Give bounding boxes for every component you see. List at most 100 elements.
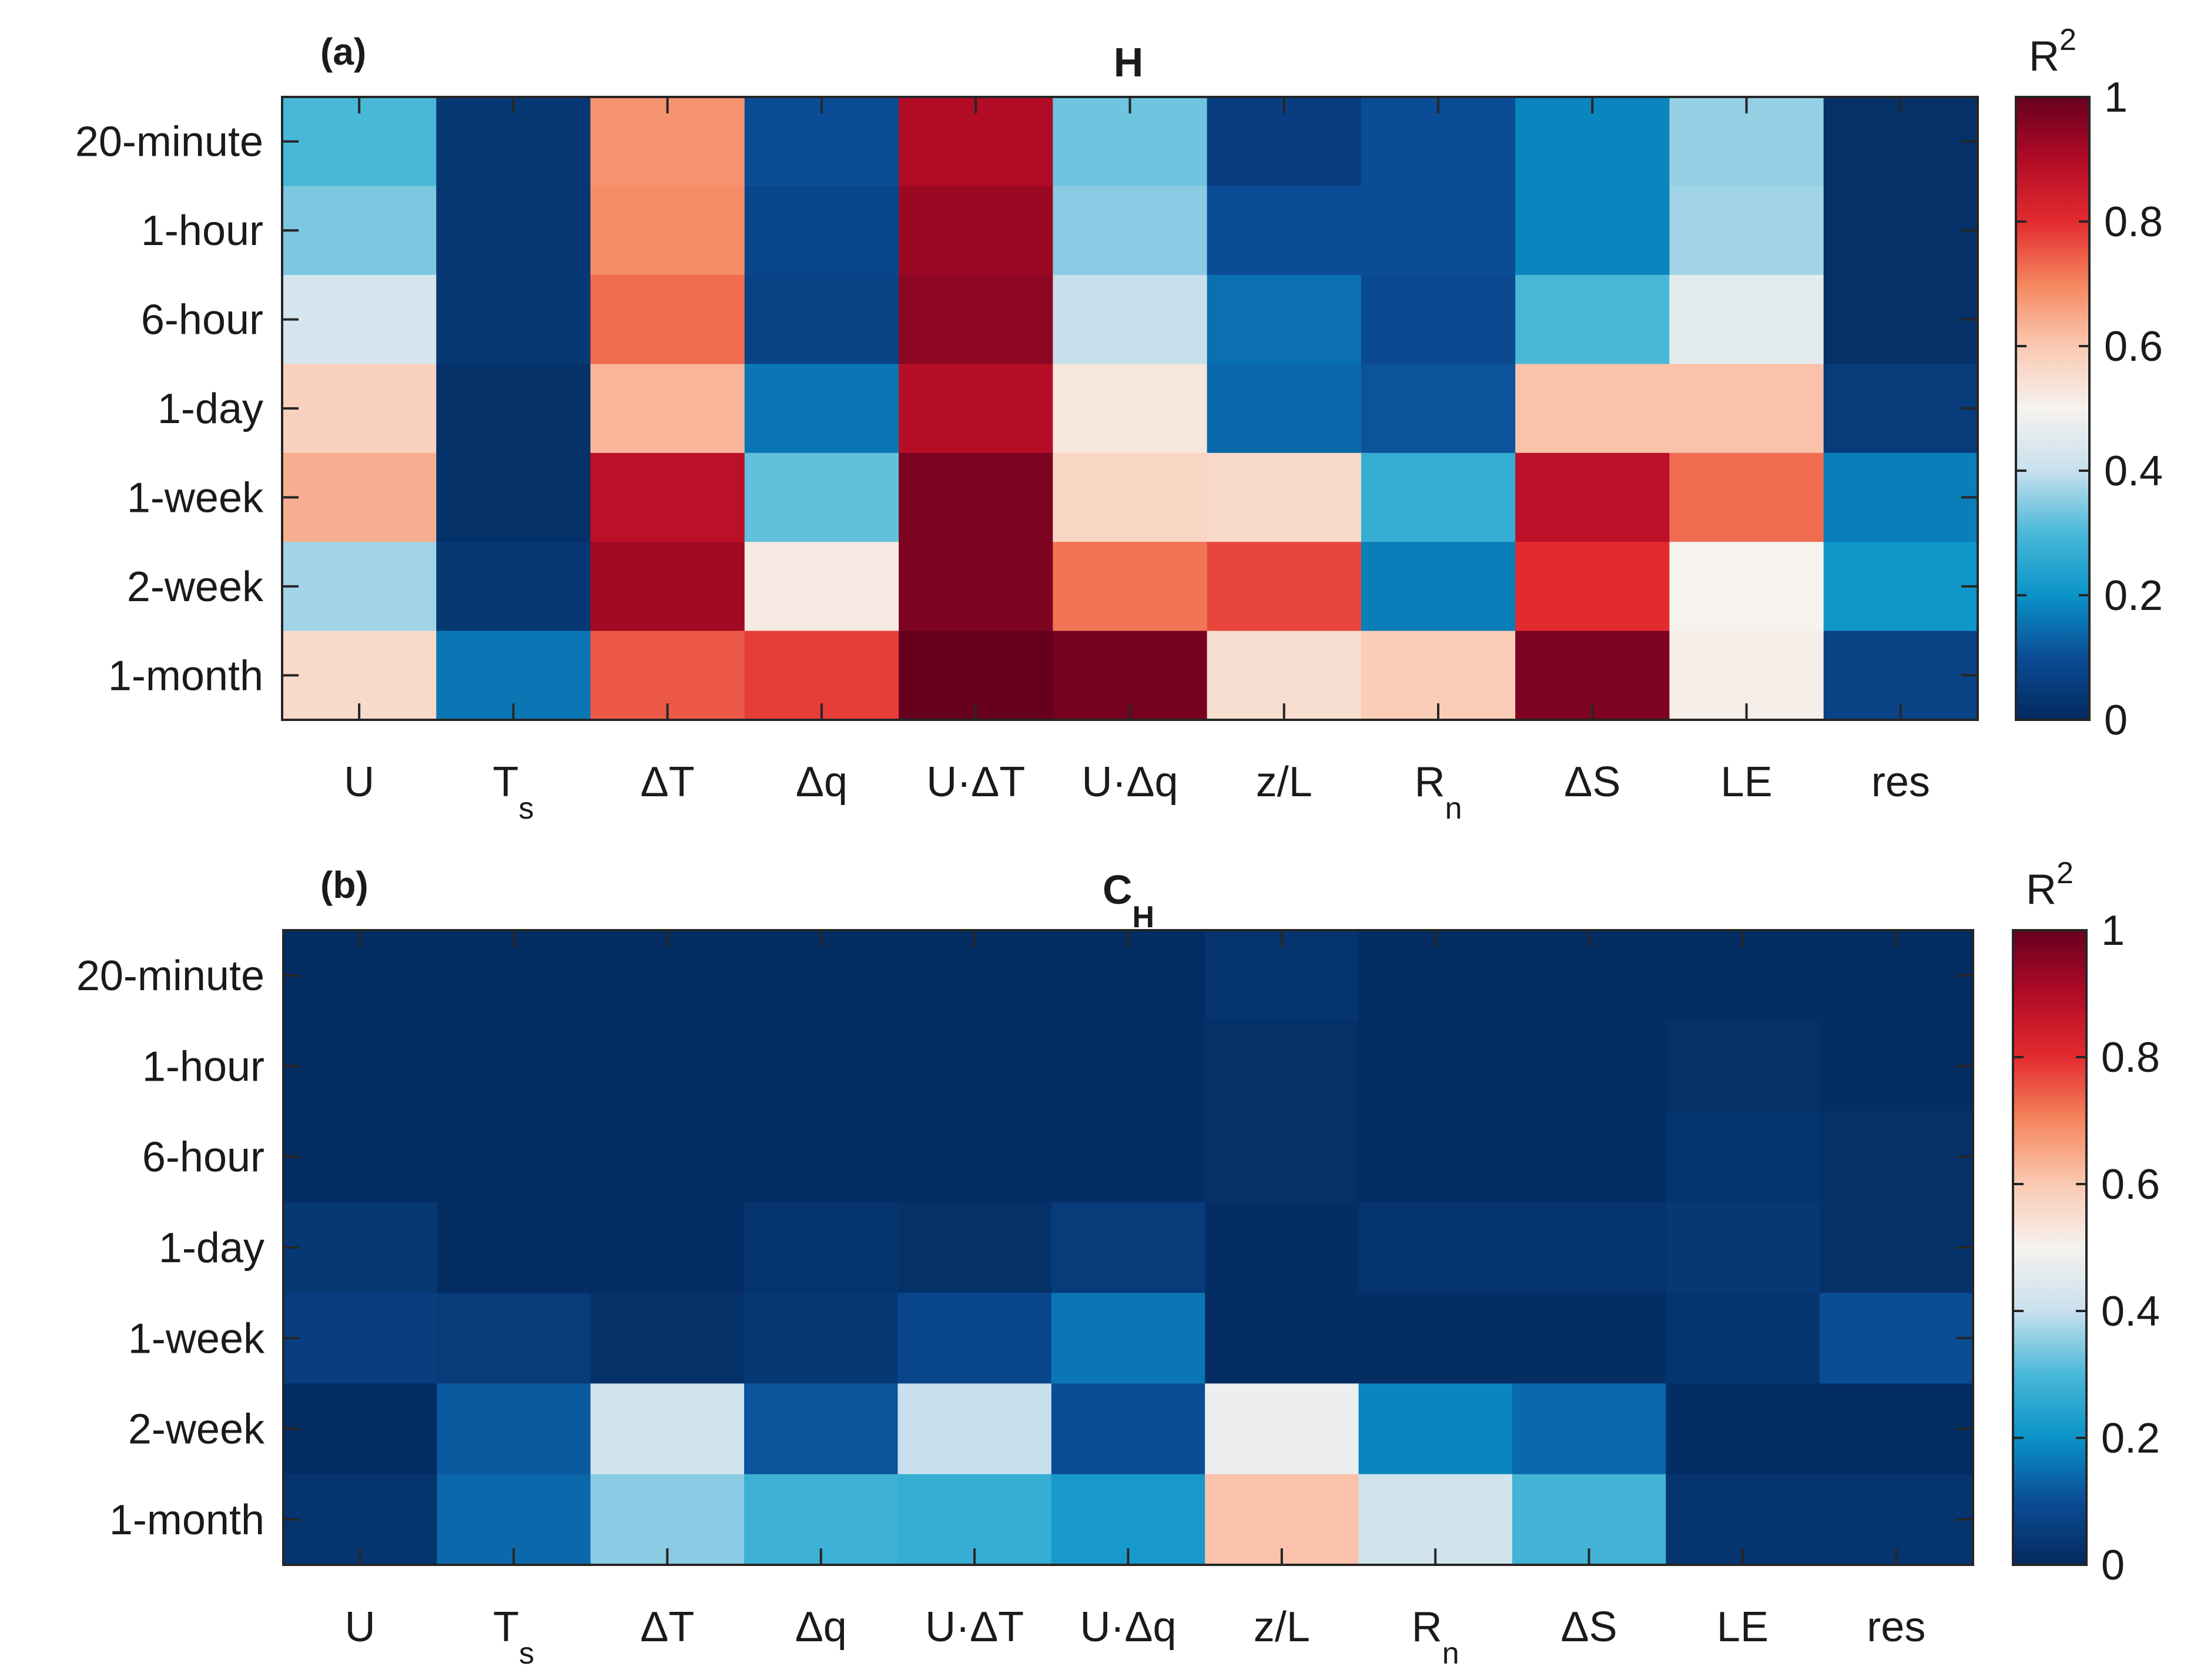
colorbar-tick-label: 0 (2104, 697, 2128, 744)
heatmap-cell (590, 186, 745, 276)
colorbar: 0 0.2 0.4 0.6 0.8 1 R2 (2012, 856, 2160, 1589)
heatmap-cell (744, 1111, 899, 1203)
heatmap-cell (436, 274, 591, 364)
heatmap-cell (897, 1293, 1052, 1384)
colorbar-tick-label: 0 (2101, 1542, 2125, 1589)
heatmap-cell (1207, 186, 1362, 276)
colorbar-tick-label: 1 (2101, 907, 2125, 954)
x-tick-label: res (1867, 1604, 1925, 1651)
x-tick-label: z/L (1256, 759, 1312, 806)
heatmap-cell (1051, 1021, 1205, 1112)
heatmap-cell (437, 1021, 591, 1112)
heatmap-cell (1207, 274, 1362, 364)
heatmap-cell (1205, 1293, 1359, 1384)
heatmap-cell (744, 1021, 899, 1112)
heatmap-cell (590, 1202, 745, 1293)
heatmap-cell (744, 186, 899, 276)
heatmap-cell (744, 274, 899, 364)
x-tick-label: res (1871, 759, 1930, 806)
heatmap-cell (590, 1021, 745, 1112)
panel-label: (a) (320, 31, 366, 73)
heatmap-cell (590, 1111, 745, 1203)
heatmap-cell (744, 1383, 899, 1475)
heatmap-cell (436, 542, 591, 632)
colorbar-gradient (2015, 96, 2091, 721)
heatmap-cell (1512, 1383, 1666, 1475)
heatmap-cell (436, 186, 591, 276)
colorbar-tick-label: 0.2 (2104, 572, 2163, 619)
panel-b: 20-minute 1-hour 6-hour 1-day 1-week 2-week 1-… (76, 856, 2160, 1671)
y-tick-label: 1-week (128, 1315, 265, 1362)
heatmap-cell (282, 452, 437, 542)
y-tick-label: 1-hour (141, 207, 263, 254)
heatmap-cell (897, 1202, 1052, 1293)
y-tick-label: 1-day (158, 385, 263, 432)
heatmap-cell (1053, 364, 1208, 454)
heatmap-cell (744, 1293, 899, 1384)
heatmap-cell (1207, 452, 1362, 542)
y-tick-label: 6-hour (141, 297, 263, 344)
heatmap-cell (1819, 1293, 1974, 1384)
colorbar-tick-label: 0.4 (2104, 448, 2163, 495)
heatmap-cell (1823, 542, 1978, 632)
heatmap-cell (1666, 1383, 1820, 1475)
heatmap-cell (1515, 452, 1670, 542)
panel-a: 20-minute 1-hour 6-hour 1-day 1-week 2-week 1-… (75, 23, 2163, 826)
heatmap-cell (1361, 364, 1516, 454)
heatmap-cell (1666, 1202, 1820, 1293)
heatmap-cell (282, 542, 437, 632)
heatmap-cell (1051, 1383, 1205, 1475)
heatmap-cell (283, 1111, 437, 1203)
heatmap-cell (1669, 364, 1824, 454)
y-tick-label: 2-week (127, 564, 264, 611)
heatmap-cell (1053, 186, 1208, 276)
x-tick-label: LE (1721, 759, 1773, 806)
heatmap-cell (437, 1383, 591, 1475)
heatmap-cells (282, 97, 1978, 720)
heatmap-cell (1823, 274, 1978, 364)
heatmap-cell (1515, 274, 1670, 364)
x-tick-label: U (345, 1604, 376, 1651)
x-tick-label: Ts (493, 759, 534, 826)
heatmap-cell (1358, 1111, 1513, 1203)
heatmap-cell (590, 1383, 745, 1475)
heatmap-cell (590, 452, 745, 542)
heatmap-cell (590, 542, 745, 632)
heatmap-cell (436, 364, 591, 454)
heatmap-cell (1361, 542, 1516, 632)
y-tick-label: 1-month (109, 1497, 264, 1544)
heatmap-cell (1205, 1383, 1359, 1475)
heatmap-cell (1051, 1111, 1205, 1203)
heatmap-cell (1669, 186, 1824, 276)
heatmap-cell (1358, 1021, 1513, 1112)
y-tick-label: 1-month (108, 652, 263, 699)
heatmap-cell (1669, 542, 1824, 632)
x-tick-label: ΔS (1561, 1604, 1617, 1651)
heatmap-cell (283, 1202, 437, 1293)
y-tick-label: 1-day (159, 1225, 264, 1272)
x-tick-label: ΔS (1564, 759, 1620, 806)
heatmap-cell (897, 1021, 1052, 1112)
panel-title: H (1114, 39, 1144, 85)
x-tick-label: U·ΔT (926, 759, 1025, 806)
heatmap-cell (1207, 364, 1362, 454)
x-tick-label: Ts (493, 1604, 534, 1671)
heatmap-cell (1358, 1202, 1513, 1293)
colorbar-tick-label: 0.6 (2104, 323, 2163, 370)
x-tick-label: U·Δq (1080, 1604, 1176, 1651)
heatmap-cell (1053, 274, 1208, 364)
heatmap-cell (744, 452, 899, 542)
heatmap-cell (899, 542, 1053, 632)
heatmap-cell (283, 1293, 437, 1384)
heatmap-cell (1669, 452, 1824, 542)
heatmap-cell (282, 274, 437, 364)
heatmap-cell (1823, 186, 1978, 276)
heatmap-cell (282, 186, 437, 276)
y-tick-label: 1-hour (142, 1043, 264, 1090)
heatmap-cell (1205, 1021, 1359, 1112)
panel-title: CH (1103, 867, 1154, 934)
colorbar: 0 0.2 0.4 0.6 0.8 1 R2 (2015, 23, 2163, 744)
x-tick-label: z/L (1254, 1604, 1310, 1651)
